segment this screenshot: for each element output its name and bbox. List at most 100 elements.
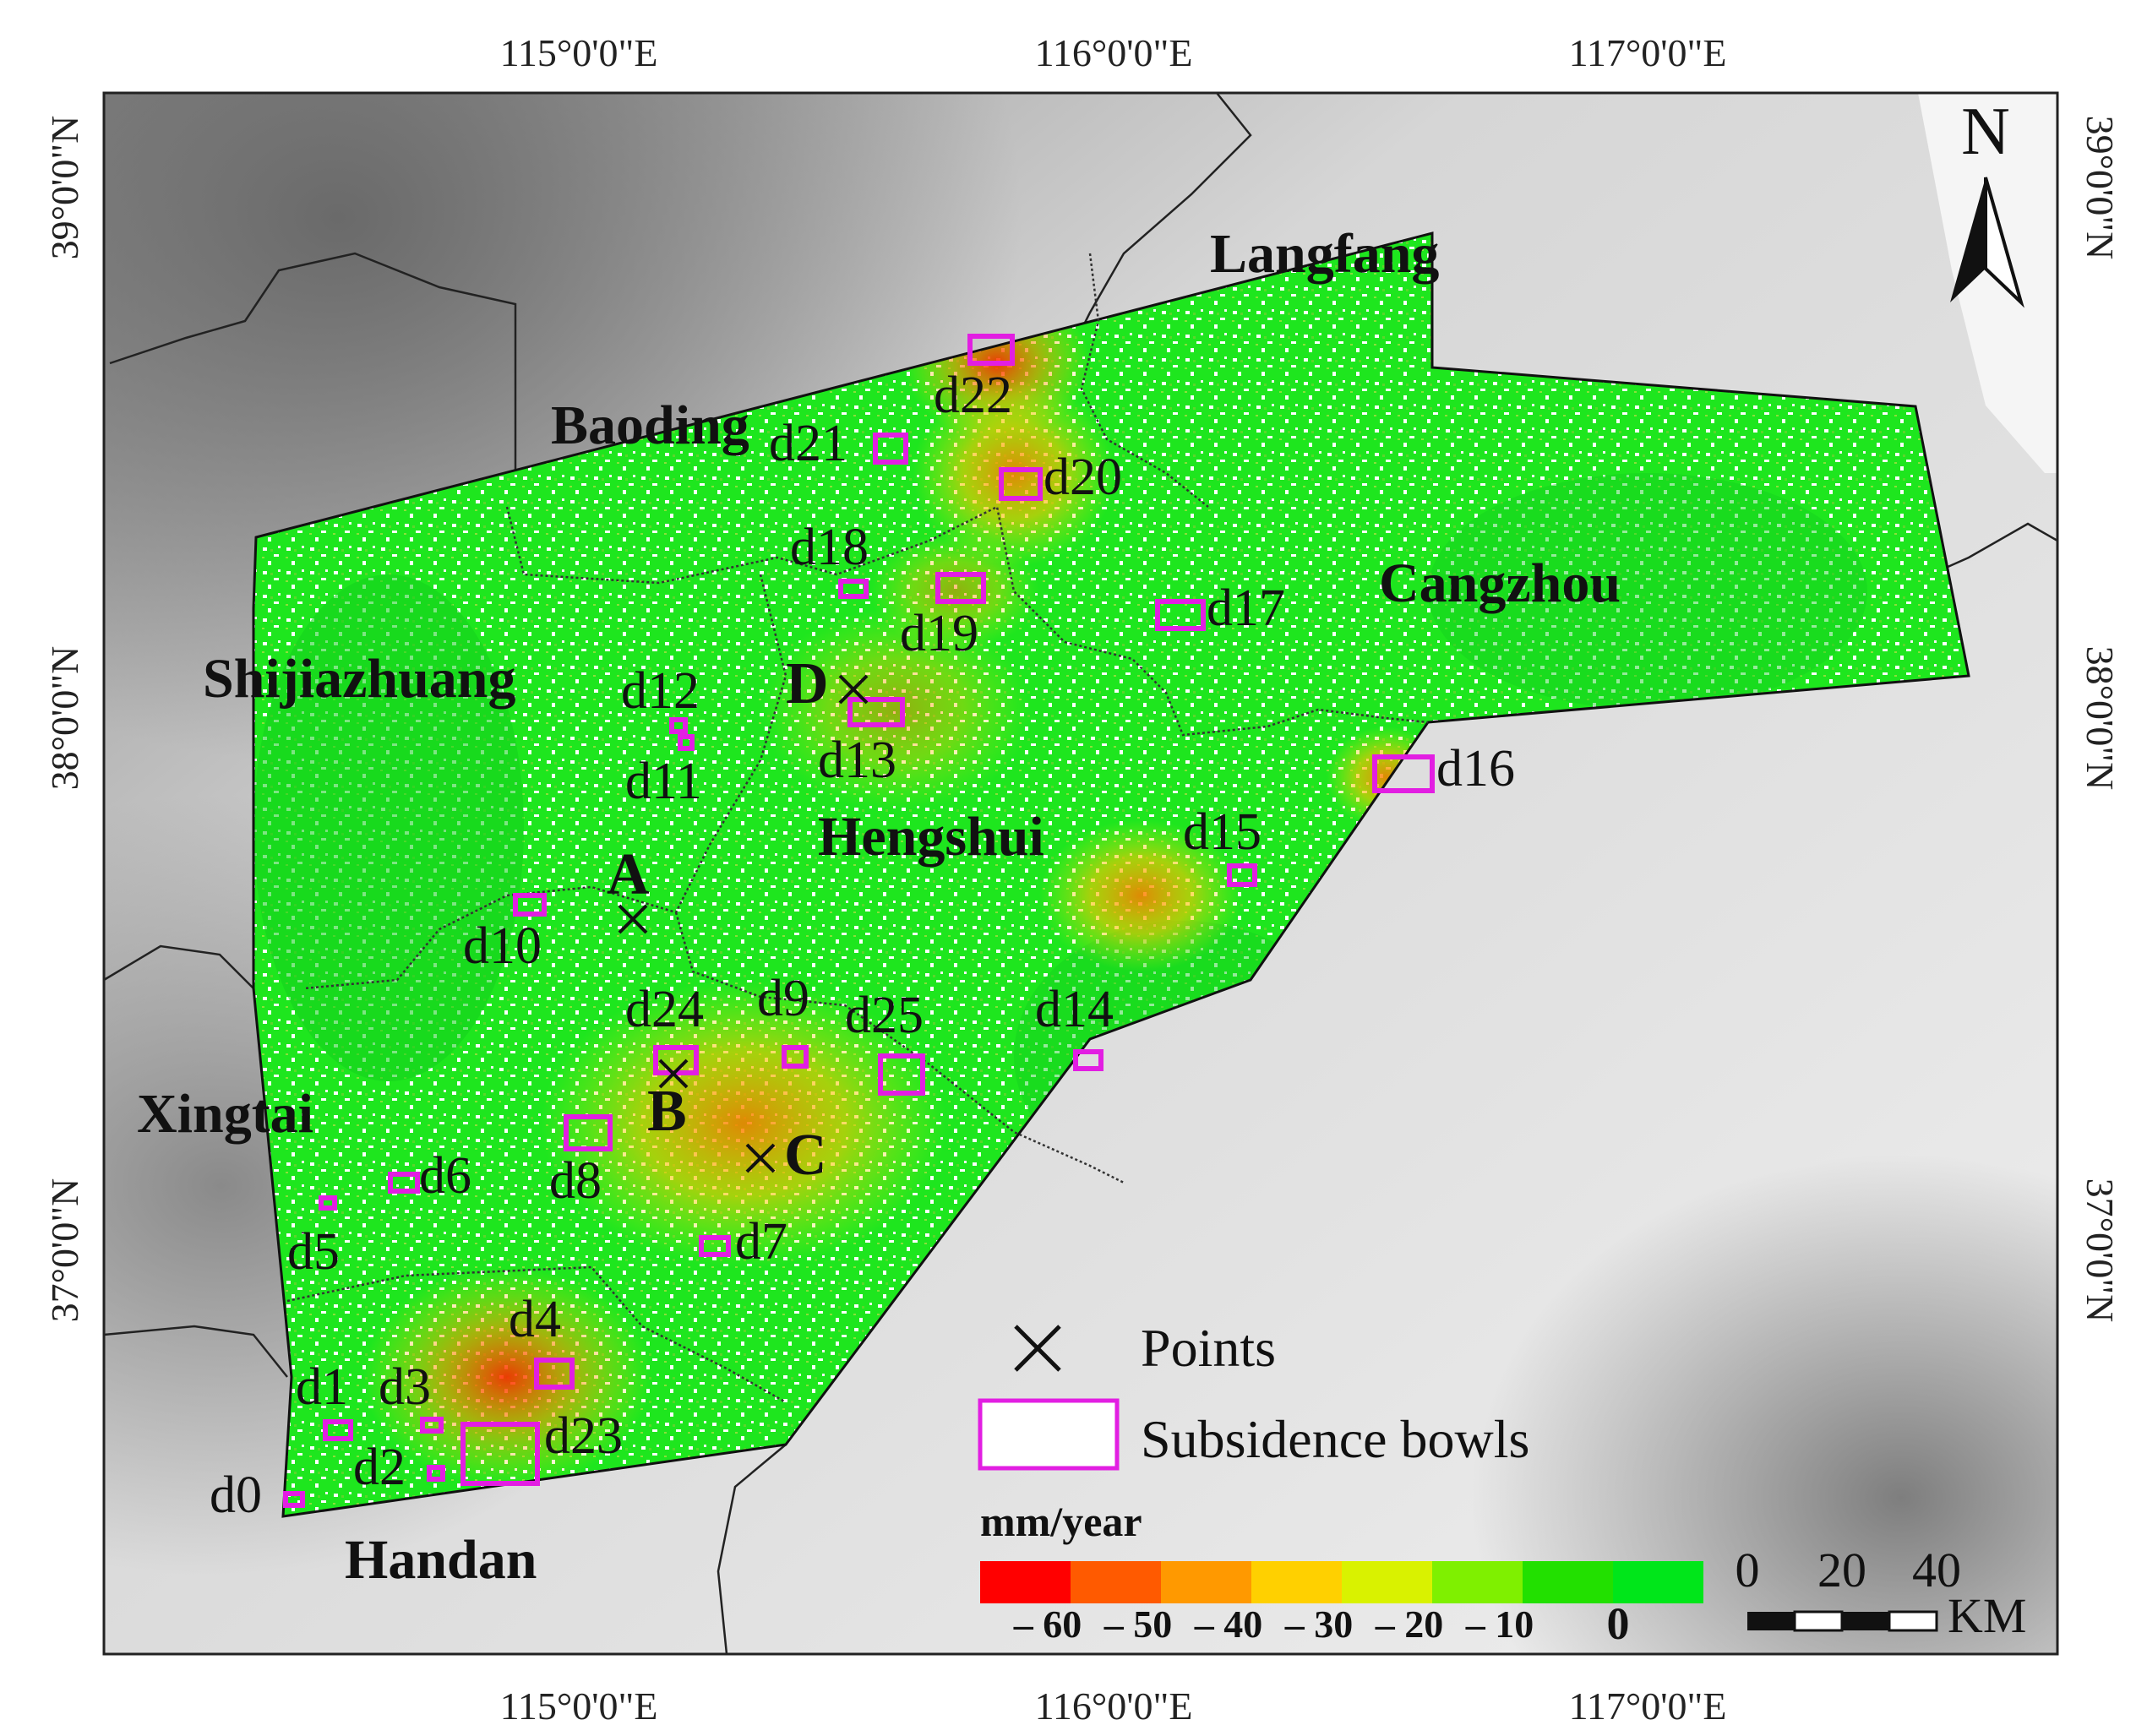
- bowl-label-d1: d1: [296, 1358, 348, 1416]
- point-label-B: B: [647, 1079, 687, 1144]
- coordinate-labels: 115°0'0"E 116°0'0"E 117°0'0"E 115°0'0"E …: [43, 31, 2122, 1728]
- point-label-D: D: [786, 651, 829, 716]
- bowl-d16: [1372, 754, 1435, 793]
- bowl-d21: [873, 433, 908, 465]
- city-label-langfang: Langfang: [1210, 223, 1439, 285]
- bowl-d19: [935, 572, 986, 604]
- city-labels: Langfang Baoding Cangzhou Shijiazhuang H…: [137, 223, 1621, 1591]
- bowl-label-d10: d10: [463, 917, 542, 975]
- north-arrow: N: [1950, 95, 2024, 308]
- bowl-d1: [323, 1419, 353, 1441]
- legend-points-symbol: [1014, 1325, 1061, 1372]
- colorbar-swatch: [1432, 1561, 1523, 1603]
- bottom-lon-label: 116°0'0"E: [1035, 1684, 1193, 1728]
- bowl-label-d12: d12: [621, 662, 700, 720]
- bowl-d5: [319, 1195, 337, 1211]
- bowl-d14: [1073, 1049, 1103, 1071]
- bowl-labels: d0 d1 d2 d3 d4 d5 d6 d7 d8 d9 d10 d11 d1…: [210, 367, 1515, 1524]
- colorbar-swatch: [1071, 1561, 1161, 1603]
- point-marker-B: [658, 1058, 689, 1089]
- bowl-d2: [427, 1465, 445, 1482]
- point-label-A: A: [607, 842, 650, 907]
- city-label-baoding: Baoding: [551, 395, 749, 456]
- bowl-d11: [678, 734, 695, 751]
- legend: Points Subsidence bowls: [978, 1318, 1529, 1471]
- right-lat-label: 37°0'0"N: [2079, 1178, 2122, 1323]
- top-lon-label: 116°0'0"E: [1035, 31, 1193, 74]
- colorbar-swatch: [1613, 1561, 1703, 1603]
- bowl-label-d14: d14: [1035, 981, 1114, 1038]
- city-label-cangzhou: Cangzhou: [1379, 552, 1621, 614]
- scale-tick: 0: [1736, 1543, 1760, 1597]
- colorbar-tick: – 20: [1375, 1603, 1444, 1646]
- colorbar-tick: – 10: [1465, 1603, 1534, 1646]
- bowl-label-d13: d13: [818, 732, 896, 789]
- bowl-label-d11: d11: [625, 753, 702, 810]
- bowl-label-d20: d20: [1044, 449, 1122, 506]
- colorbar-tick: – 40: [1194, 1603, 1263, 1646]
- bowl-label-d22: d22: [934, 367, 1012, 424]
- bowl-d17: [1155, 599, 1206, 631]
- bowl-d18: [838, 579, 869, 599]
- right-lat-label: 38°0'0"N: [2079, 646, 2122, 791]
- legend-points-label: Points: [1141, 1318, 1276, 1378]
- bowl-label-d8: d8: [549, 1152, 602, 1210]
- bowl-d9: [782, 1045, 809, 1069]
- bowl-label-d24: d24: [625, 981, 704, 1038]
- city-label-hengshui: Hengshui: [818, 806, 1044, 868]
- bowl-label-d6: d6: [419, 1147, 471, 1205]
- colorbar: mm/year – 60 – 50 – 40 – 30 – 20 – 10 0: [980, 1498, 1703, 1649]
- bowl-d23: [460, 1422, 540, 1486]
- scale-tick: 40: [1912, 1543, 1961, 1597]
- left-lat-label: 39°0'0"N: [43, 116, 86, 260]
- colorbar-tick: – 30: [1284, 1603, 1354, 1646]
- bottom-lon-label: 115°0'0"E: [500, 1684, 658, 1728]
- bowl-d15: [1227, 863, 1257, 887]
- left-lat-label: 38°0'0"N: [43, 646, 86, 791]
- legend-bowls-symbol: [978, 1398, 1120, 1471]
- colorbar-unit: mm/year: [980, 1498, 1142, 1545]
- bowl-label-d15: d15: [1183, 803, 1261, 861]
- left-lat-label: 37°0'0"N: [43, 1178, 86, 1323]
- bowl-label-d18: d18: [790, 519, 869, 576]
- top-lon-label: 117°0'0"E: [1569, 31, 1727, 74]
- point-marker-C: [745, 1143, 776, 1173]
- legend-bowls-label: Subsidence bowls: [1141, 1409, 1529, 1469]
- bowl-label-d4: d4: [509, 1291, 561, 1348]
- bowl-d13: [847, 697, 905, 727]
- scalebar: 0 20 40 KM: [1736, 1543, 2027, 1643]
- map-frame: [102, 91, 2059, 1656]
- bowl-d20: [999, 467, 1043, 501]
- colorbar-swatch: [1342, 1561, 1432, 1603]
- colorbar-swatch: [1251, 1561, 1342, 1603]
- bowl-d12: [669, 717, 688, 734]
- colorbar-swatch: [980, 1561, 1071, 1603]
- bowl-d7: [699, 1235, 731, 1257]
- bowl-label-d2: d2: [353, 1439, 406, 1496]
- bowl-label-d25: d25: [845, 987, 924, 1044]
- bowl-label-d0: d0: [210, 1467, 262, 1524]
- colorbar-tick: – 50: [1103, 1603, 1173, 1646]
- city-boundaries: [286, 253, 1429, 1404]
- colorbar-swatches: [980, 1561, 1703, 1603]
- bowl-label-d7: d7: [735, 1213, 787, 1271]
- city-label-shijiazhuang: Shijiazhuang: [203, 648, 515, 710]
- scale-unit: KM: [1948, 1588, 2026, 1643]
- bowl-d25: [878, 1053, 925, 1096]
- point-labels: A B C D: [607, 651, 829, 1188]
- city-label-handan: Handan: [345, 1529, 537, 1591]
- bowl-label-d9: d9: [757, 970, 809, 1027]
- subsidence-bowls: [283, 334, 1435, 1508]
- bowl-d22: [967, 334, 1015, 366]
- top-lon-label: 115°0'0"E: [500, 31, 658, 74]
- bowl-d4: [534, 1358, 575, 1390]
- colorbar-tick: – 60: [1013, 1603, 1082, 1646]
- point-marker-D: [838, 674, 869, 705]
- bowl-label-d17: d17: [1207, 580, 1285, 637]
- bowl-d8: [564, 1114, 613, 1151]
- point-label-C: C: [784, 1123, 827, 1188]
- bowl-label-d3: d3: [379, 1358, 431, 1416]
- city-label-xingtai: Xingtai: [137, 1083, 313, 1145]
- colorbar-tick: 0: [1607, 1598, 1630, 1649]
- admin-boundaries: [103, 92, 2058, 1655]
